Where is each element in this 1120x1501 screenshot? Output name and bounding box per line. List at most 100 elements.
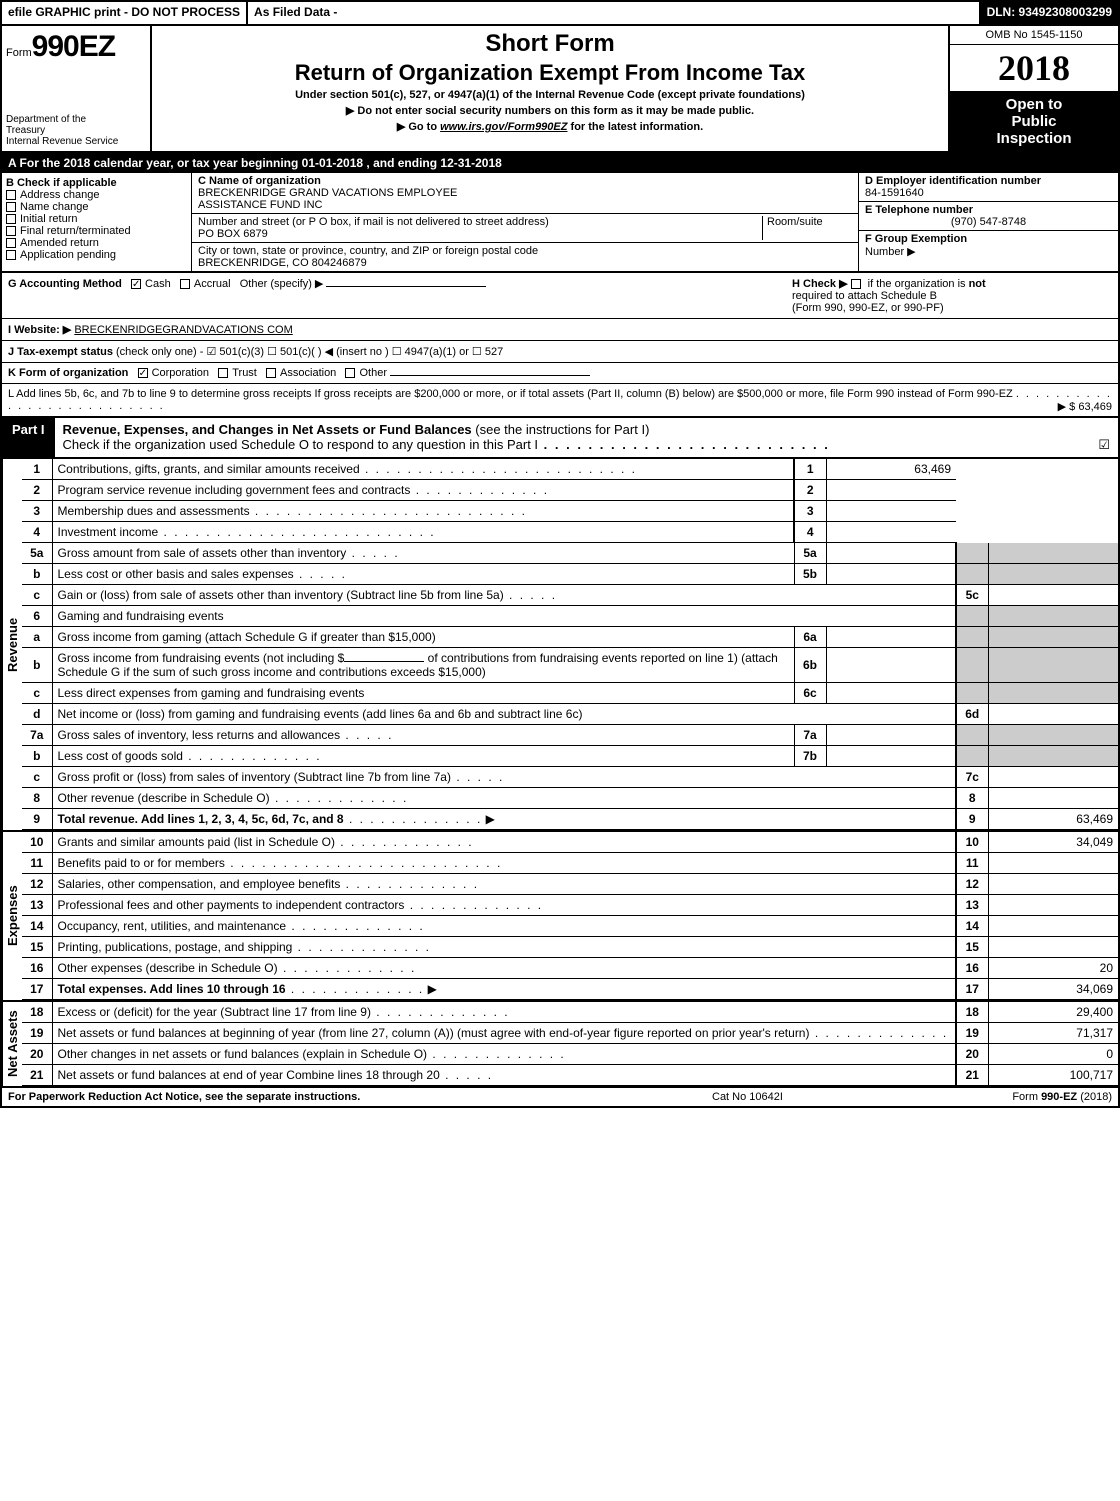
ld21: Net assets or fund balances at end of ye… xyxy=(58,1068,440,1082)
j-rest: (check only one) - ☑ 501(c)(3) ☐ 501(c)(… xyxy=(113,346,503,358)
e-phone: E Telephone number (970) 547-8748 xyxy=(859,202,1118,231)
ld15: Printing, publications, postage, and shi… xyxy=(58,940,293,954)
rn6d: 6d xyxy=(956,704,988,725)
row-l: L Add lines 5b, 6c, and 7b to line 9 to … xyxy=(2,384,1118,416)
h-t1: if the organization is xyxy=(868,278,969,290)
form-number-big: 990EZ xyxy=(32,30,115,63)
ld6c: Less direct expenses from gaming and fun… xyxy=(58,686,365,700)
ln2: 2 xyxy=(22,480,52,501)
rn13: 13 xyxy=(956,895,988,916)
ln8: 8 xyxy=(22,788,52,809)
in6c: 6c xyxy=(794,683,826,704)
ia7b xyxy=(826,746,956,767)
b-title: B Check if applicable xyxy=(6,177,187,189)
ln20: 20 xyxy=(22,1044,52,1065)
f-label2: Number ▶ xyxy=(865,245,1112,258)
g-other-input[interactable] xyxy=(326,286,486,287)
ln7a: 7a xyxy=(22,725,52,746)
rowa-begin: 01-01-2018 xyxy=(302,156,363,170)
i-value[interactable]: BRECKENRIDGEGRANDVACATIONS COM xyxy=(74,324,292,336)
form-number: Form990EZ xyxy=(6,30,146,64)
amt7bg xyxy=(988,746,1118,767)
rn19: 19 xyxy=(956,1023,988,1044)
rn6cg xyxy=(956,683,988,704)
addr-value: PO BOX 6879 xyxy=(198,228,762,240)
ld17: Total expenses. Add lines 10 through 16 xyxy=(58,982,286,996)
g-cash: Cash xyxy=(145,278,171,290)
chk-trust[interactable] xyxy=(218,368,228,378)
chk-name-change[interactable]: Name change xyxy=(6,201,187,213)
chk-corp[interactable] xyxy=(138,368,148,378)
dept1: Department of the xyxy=(6,114,146,125)
d-label: D Employer identification number xyxy=(865,175,1041,187)
ia6a xyxy=(826,627,956,648)
form-prefix: Form xyxy=(6,47,32,59)
rn18: 18 xyxy=(956,1002,988,1023)
amt5bg xyxy=(988,564,1118,585)
rowa-mid: , and ending xyxy=(363,156,440,170)
footer-r-post: (2018) xyxy=(1077,1091,1112,1103)
input-6b[interactable] xyxy=(344,661,424,662)
ld9: Total revenue. Add lines 1, 2, 3, 4, 5c,… xyxy=(58,812,344,826)
footer-left: For Paperwork Reduction Act Notice, see … xyxy=(8,1091,712,1103)
amt7c xyxy=(988,767,1118,788)
k-other-input[interactable] xyxy=(390,375,590,376)
part-i-checkbox[interactable]: ☑ xyxy=(1098,437,1110,453)
chk-cash[interactable] xyxy=(131,279,141,289)
block-bcdef: B Check if applicable Address change Nam… xyxy=(2,173,1118,273)
chk-h[interactable] xyxy=(851,279,861,289)
k-assoc: Association xyxy=(280,367,336,379)
ld11: Benefits paid to or for members xyxy=(58,856,225,870)
g-accounting: G Accounting Method Cash Accrual Other (… xyxy=(8,277,792,290)
chk-address-change[interactable]: Address change xyxy=(6,189,187,201)
chk-amended-return[interactable]: Amended return xyxy=(6,237,187,249)
part-i-dots xyxy=(538,437,830,452)
b5: Application pending xyxy=(20,249,116,261)
g-label: G Accounting Method xyxy=(8,278,122,290)
k-corp: Corporation xyxy=(152,367,209,379)
amt6cg xyxy=(988,683,1118,704)
netassets-table: 18 Excess or (deficit) for the year (Subt… xyxy=(22,1002,1118,1086)
amt21: 100,717 xyxy=(988,1065,1118,1086)
amt5ag xyxy=(988,543,1118,564)
row-k-orgform: K Form of organization Corporation Trust… xyxy=(2,363,1118,384)
org-name-2: ASSISTANCE FUND INC xyxy=(198,199,852,211)
city-value: BRECKENRIDGE, CO 804246879 xyxy=(198,257,852,269)
chk-application-pending[interactable]: Application pending xyxy=(6,249,187,261)
rn16: 16 xyxy=(956,958,988,979)
rn7c: 7c xyxy=(956,767,988,788)
netassets-section: Net Assets 18Excess or (deficit) for the… xyxy=(2,1000,1118,1086)
chk-other-org[interactable] xyxy=(345,368,355,378)
footer-r-b: 990-EZ xyxy=(1041,1091,1077,1103)
part-i-inst: (see the instructions for Part I) xyxy=(472,422,650,437)
goto-link[interactable]: www.irs.gov/Form990EZ xyxy=(440,121,567,133)
open-public-badge: Open to Public Inspection xyxy=(950,92,1118,151)
in5a: 5a xyxy=(794,543,826,564)
rowa-pre: A For the 2018 calendar year, or tax yea… xyxy=(8,156,302,170)
chk-accrual[interactable] xyxy=(180,279,190,289)
ln7c: c xyxy=(22,767,52,788)
ln9: 9 xyxy=(22,809,52,830)
ia7a xyxy=(826,725,956,746)
amt19: 71,317 xyxy=(988,1023,1118,1044)
amt8 xyxy=(988,788,1118,809)
rn5c: 5c xyxy=(956,585,988,606)
ld6a: Gross income from gaming (attach Schedul… xyxy=(58,630,436,644)
rn20: 20 xyxy=(956,1044,988,1065)
chk-assoc[interactable] xyxy=(266,368,276,378)
chk-initial-return[interactable]: Initial return xyxy=(6,213,187,225)
ln4: 4 xyxy=(22,522,52,543)
rn3: 3 xyxy=(794,501,826,522)
amt5c xyxy=(988,585,1118,606)
ln11: 11 xyxy=(22,853,52,874)
footer-mid: Cat No 10642I xyxy=(712,1091,912,1103)
ln5c: c xyxy=(22,585,52,606)
ld18: Excess or (deficit) for the year (Subtra… xyxy=(58,1005,371,1019)
rn6bg xyxy=(956,648,988,683)
ld19: Net assets or fund balances at beginning… xyxy=(58,1026,810,1040)
chk-final-return[interactable]: Final return/terminated xyxy=(6,225,187,237)
in7b: 7b xyxy=(794,746,826,767)
ia6b xyxy=(826,648,956,683)
ld6: Gaming and fundraising events xyxy=(52,606,956,627)
col-b: B Check if applicable Address change Nam… xyxy=(2,173,192,271)
